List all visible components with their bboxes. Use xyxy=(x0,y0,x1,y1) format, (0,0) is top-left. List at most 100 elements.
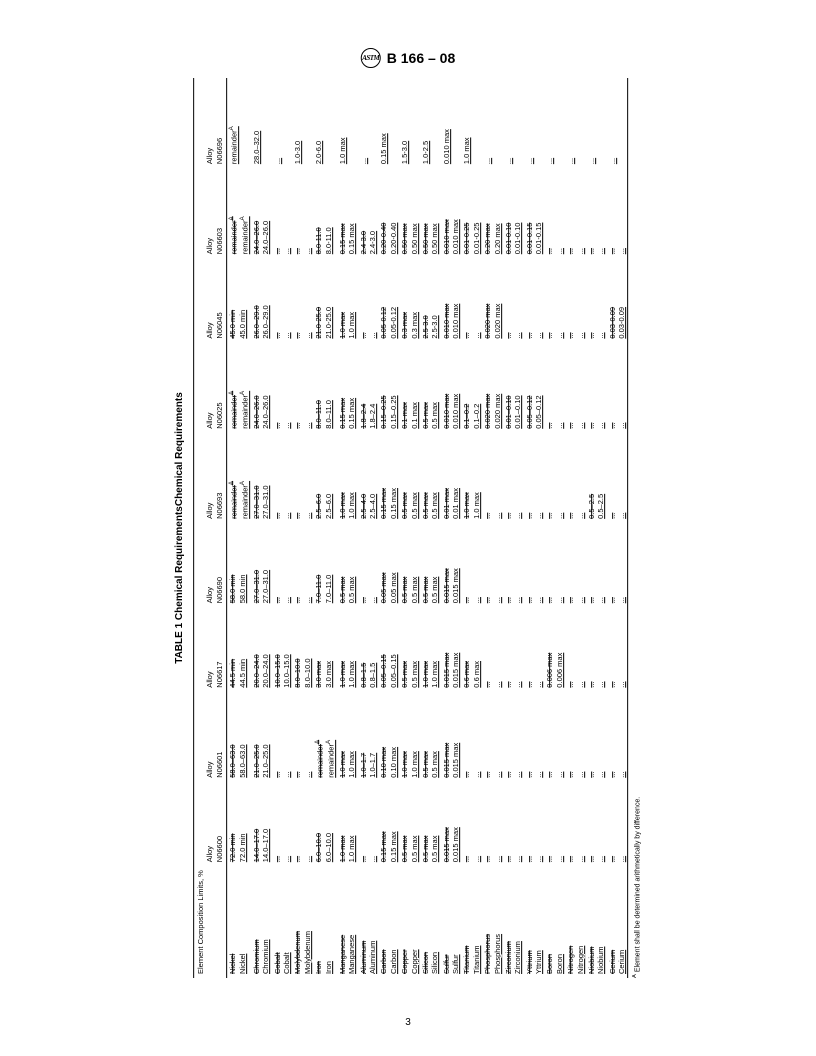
element-cell: SulfurSulfur xyxy=(441,866,462,978)
value-cell: ...... xyxy=(545,692,566,782)
table-row: CeriumCerium............................… xyxy=(607,78,628,978)
element-cell: MolybdenumMolybdenum xyxy=(293,866,314,978)
value-cell: ...... xyxy=(586,258,607,342)
value-cell: 0.5 max0.5 max xyxy=(337,523,358,607)
value-cell: 0.010 max0.010 max xyxy=(441,343,462,433)
value-cell: 8.0-11.08.0-11.0 xyxy=(313,168,337,258)
value-cell: 1.5-3.0 xyxy=(399,78,420,168)
value-cell: 0.8–1.50.8–1.5 xyxy=(358,607,379,691)
value-cell: ...... xyxy=(503,692,524,782)
value-cell: 0.15 max0.15 max xyxy=(337,343,358,433)
element-cell: CarbonCarbon xyxy=(379,866,400,978)
value-cell: ...... xyxy=(545,523,566,607)
col-header-alloy: AlloyN06601 xyxy=(206,692,227,782)
value-cell: 0.20 max0.20 max xyxy=(482,168,503,258)
value-cell: 2.4-3.02.4-3.0 xyxy=(358,168,379,258)
value-cell: ...... xyxy=(565,782,586,866)
value-cell: 1.0-3.0 xyxy=(293,78,314,168)
value-cell: ...... xyxy=(586,782,607,866)
value-cell: 0.10 max0.10 max xyxy=(379,692,400,782)
value-cell: 0.1–0.20.1–0.2 xyxy=(462,343,483,433)
value-cell: 27.0–31.027.0–31.0 xyxy=(251,433,272,523)
table-row: TitaniumTitanium............0.6 max0.6 m… xyxy=(462,78,483,978)
value-cell: ...... xyxy=(607,168,628,258)
value-cell: ...... xyxy=(545,258,566,342)
value-cell: 7.0–11.07.0–11.0 xyxy=(313,523,337,607)
col-header-alloy: AlloyN06603 xyxy=(206,168,227,258)
value-cell: ...... xyxy=(503,433,524,523)
value-cell: ...... xyxy=(293,692,314,782)
value-cell: 0.50 max0.50 max xyxy=(420,168,441,258)
value-cell: ...... xyxy=(482,523,503,607)
value-cell: 1.0 max1.0 max xyxy=(462,433,483,523)
value-cell: ...... xyxy=(586,343,607,433)
table-row: YttriumYttrium..........................… xyxy=(524,78,545,978)
value-cell: ...... xyxy=(565,433,586,523)
value-cell: 24.0–26.024.0–26.0 xyxy=(251,343,272,433)
value-cell: 20.0–24.020.0–24.0 xyxy=(251,607,272,691)
value-cell: 0.5 max0.5 max xyxy=(420,782,441,866)
astm-logo-icon: ASTM xyxy=(361,48,381,68)
value-cell: ... xyxy=(503,78,524,168)
table-row: IronIron6.0–10.06.0–10.0remainderAremain… xyxy=(313,78,337,978)
value-cell: ...... xyxy=(545,782,566,866)
col-header-alloy: AlloyN06025 xyxy=(206,343,227,433)
value-cell: 0.020 max0.020 max xyxy=(482,258,503,342)
value-cell: ... xyxy=(607,78,628,168)
value-cell: 0.01-0.100.01-0.10 xyxy=(503,168,524,258)
value-cell: ...... xyxy=(358,258,379,342)
value-cell: ...... xyxy=(545,433,566,523)
value-cell: 0.15–0.250.15–0.25 xyxy=(379,343,400,433)
value-cell: ... xyxy=(272,78,293,168)
value-cell: ...... xyxy=(545,168,566,258)
value-cell: 1.0 max1.0 max xyxy=(337,782,358,866)
value-cell: 0.5 max0.5 max xyxy=(399,782,420,866)
value-cell: 0.5 max0.5 max xyxy=(420,692,441,782)
value-cell: ...... xyxy=(524,523,545,607)
value-cell: ...... xyxy=(482,607,503,691)
value-cell: ...... xyxy=(503,782,524,866)
value-cell: ...... xyxy=(586,523,607,607)
table-row: AluminumAluminum......1.0–1.71.0–1.70.8–… xyxy=(358,78,379,978)
document-header: ASTM B 166 – 08 xyxy=(361,48,456,68)
element-cell: PhosphorusPhosphorus xyxy=(482,866,503,978)
value-cell: 0.50 max0.50 max xyxy=(399,168,420,258)
element-cell: BoronBoron xyxy=(545,866,566,978)
table-row: NickelNickel72.0 min72.0 min58.0–63.058.… xyxy=(227,78,251,978)
value-cell: ... xyxy=(565,78,586,168)
value-cell: 0.020 max0.020 max xyxy=(482,343,503,433)
value-cell: 27.0–31.027.0–31.0 xyxy=(251,523,272,607)
value-cell: ...... xyxy=(482,692,503,782)
value-cell: 8.0–10.08.0–10.0 xyxy=(293,607,314,691)
value-cell: ... xyxy=(545,78,566,168)
value-cell: ...... xyxy=(462,258,483,342)
table-row: SulfurSulfur0.015 max0.015 max0.015 max0… xyxy=(441,78,462,978)
spec-number: B 166 – 08 xyxy=(387,50,456,66)
table-row: PhosphorusPhosphorus....................… xyxy=(482,78,503,978)
value-cell: ...... xyxy=(482,433,503,523)
value-cell: 1.0 max xyxy=(462,78,483,168)
value-cell: ...... xyxy=(586,168,607,258)
value-cell: ...... xyxy=(607,343,628,433)
footnote-mark: A xyxy=(633,974,639,978)
value-cell: 0.05 max0.05 max xyxy=(379,523,400,607)
element-cell: NiobiumNiobium xyxy=(586,866,607,978)
value-cell: 28.0–32.0 xyxy=(251,78,272,168)
value-cell: ...... xyxy=(524,258,545,342)
value-cell: ...... xyxy=(565,258,586,342)
value-cell: ...... xyxy=(565,523,586,607)
value-cell: 0.5–2.50.5–2.5 xyxy=(586,433,607,523)
value-cell: 0.015 max0.015 max xyxy=(441,607,462,691)
value-cell: 72.0 min72.0 min xyxy=(227,782,251,866)
value-cell: 26.0–29.026.0–29.0 xyxy=(251,258,272,342)
footnote: A Element shall be determined arithmetic… xyxy=(633,78,642,978)
value-cell: 1.0 max1.0 max xyxy=(399,692,420,782)
element-cell: ManganeseManganese xyxy=(337,866,358,978)
value-cell: 0.015 max0.015 max xyxy=(441,782,462,866)
value-cell: 58.0–63.058.0–63.0 xyxy=(227,692,251,782)
value-cell: 0.010 max0.010 max xyxy=(441,168,462,258)
value-cell: 8.0–11.08.0–11.0 xyxy=(313,343,337,433)
value-cell: 0.01–0.100.01–0.10 xyxy=(503,343,524,433)
table-row: ManganeseManganese1.0 max1.0 max1.0 max1… xyxy=(337,78,358,978)
value-cell: 0.05–0.120.05–0.12 xyxy=(524,343,545,433)
